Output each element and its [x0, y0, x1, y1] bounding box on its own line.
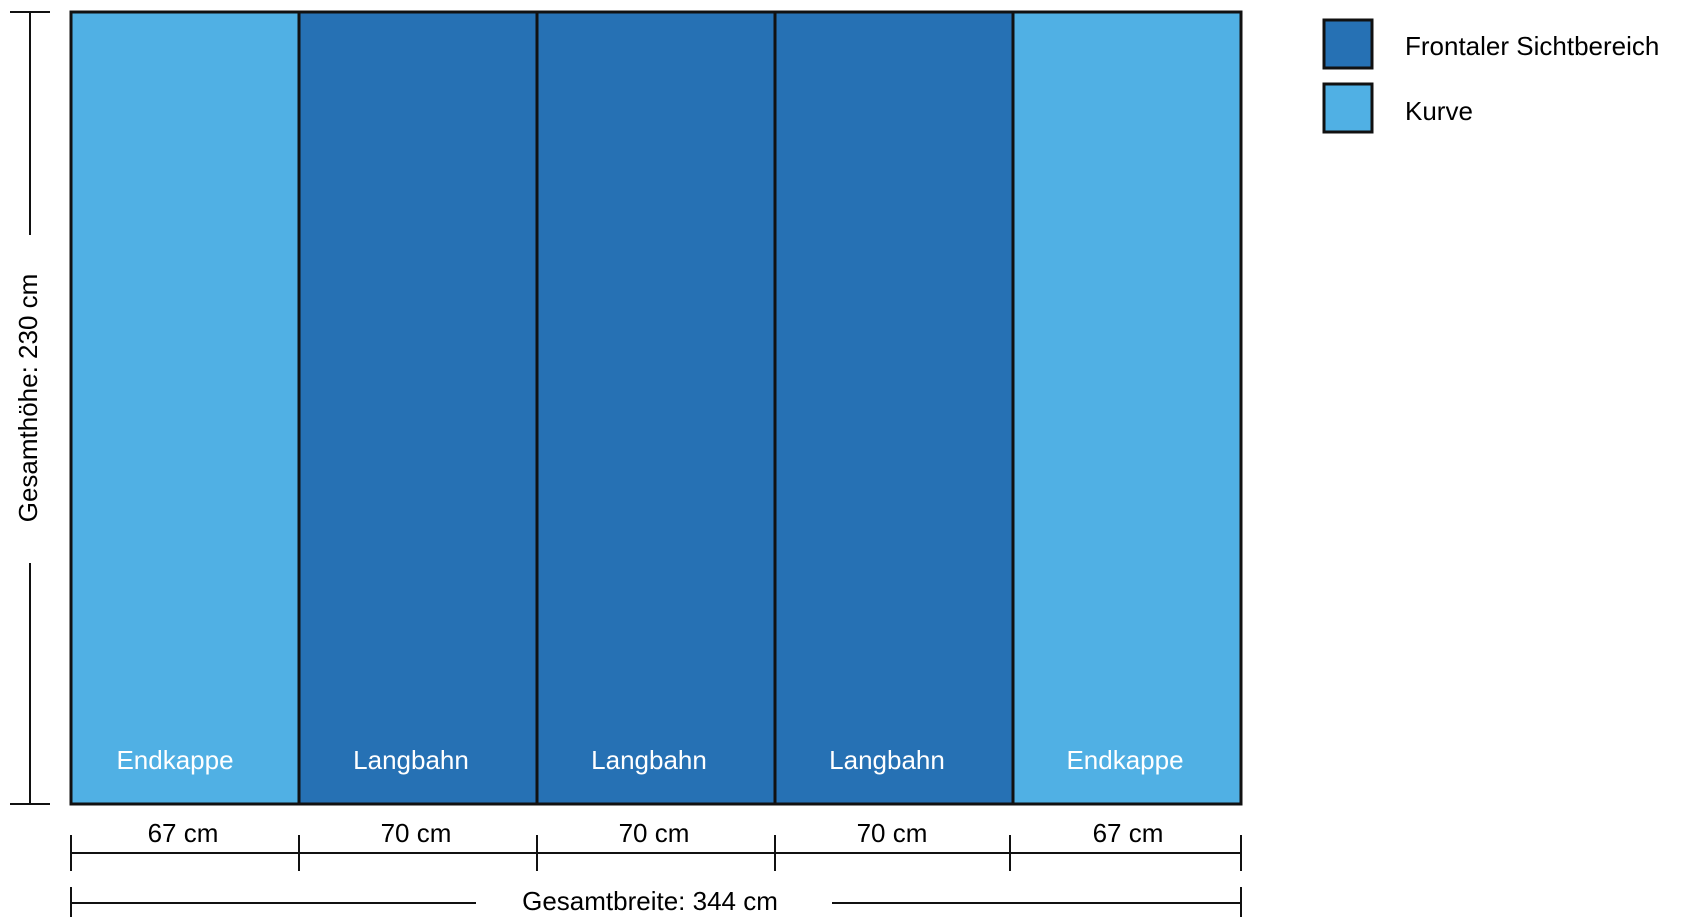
panel-endkappe-left	[69, 10, 301, 806]
total-height-label: Gesamthöhe: 230 cm	[13, 274, 43, 523]
panels-group: Endkappe Langbahn Langbahn Langbahn Endk…	[69, 10, 1243, 806]
legend-swatch-front	[1322, 18, 1374, 70]
panel-label: Langbahn	[591, 745, 707, 775]
panel-width-label: 70 cm	[381, 818, 452, 848]
panel-label: Endkappe	[1066, 745, 1183, 775]
panel-width-label: 67 cm	[148, 818, 219, 848]
total-width-label: Gesamtbreite: 344 cm	[522, 886, 778, 916]
total-height-dimension	[10, 11, 50, 805]
panel-langbahn-3	[773, 10, 1015, 806]
legend-label-curve: Kurve	[1405, 96, 1473, 126]
panel-width-dimensions	[70, 835, 1242, 871]
panel-langbahn-1	[297, 10, 539, 806]
panel-label: Langbahn	[829, 745, 945, 775]
panel-width-label: 70 cm	[619, 818, 690, 848]
legend: Frontaler Sichtbereich Kurve	[1322, 18, 1659, 134]
total-width-dimension	[70, 887, 1242, 917]
panel-langbahn-2	[535, 10, 777, 806]
panel-width-label: 70 cm	[857, 818, 928, 848]
legend-swatch-curve	[1322, 82, 1374, 134]
panel-label: Langbahn	[353, 745, 469, 775]
panel-width-labels: 67 cm 70 cm 70 cm 70 cm 67 cm	[148, 818, 1164, 848]
panel-width-label: 67 cm	[1093, 818, 1164, 848]
panel-label: Endkappe	[116, 745, 233, 775]
panel-endkappe-right	[1011, 10, 1243, 806]
legend-label-front: Frontaler Sichtbereich	[1405, 31, 1659, 61]
